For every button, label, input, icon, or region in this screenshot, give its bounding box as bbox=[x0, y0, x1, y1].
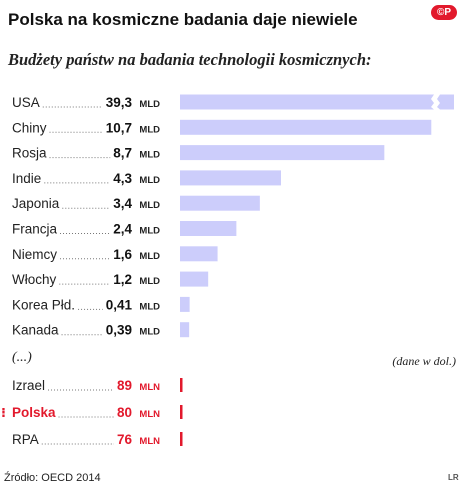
chart-subtitle: Budżety państw na badania technologii ko… bbox=[8, 50, 372, 69]
unit-label: MLD bbox=[139, 251, 160, 262]
author-tag: LR bbox=[448, 473, 459, 482]
value-label: 4,3 bbox=[113, 171, 132, 186]
bar bbox=[180, 432, 183, 446]
value-label: 0,41 bbox=[106, 297, 133, 312]
source-note: Źródło: OECD 2014 bbox=[4, 472, 101, 484]
category-label: Japonia bbox=[12, 196, 60, 211]
category-label: Korea Płd. bbox=[12, 297, 75, 312]
category-label: Niemcy bbox=[12, 247, 57, 262]
unit-label: MLN bbox=[139, 409, 160, 420]
value-label: 3,4 bbox=[113, 196, 132, 211]
bar bbox=[180, 322, 190, 338]
unit-label: MLN bbox=[139, 436, 160, 447]
value-label: 39,3 bbox=[106, 95, 133, 110]
unit-label: MLD bbox=[139, 150, 160, 161]
value-label: 1,2 bbox=[113, 272, 132, 287]
chart-title: Polska na kosmiczne badania daje niewiel… bbox=[8, 10, 358, 29]
value-label: 10,7 bbox=[106, 120, 132, 135]
category-label: Izrael bbox=[12, 378, 45, 393]
unit-label: MLD bbox=[139, 276, 160, 287]
unit-label: MLD bbox=[139, 99, 160, 110]
bar bbox=[180, 405, 183, 419]
category-label: Francja bbox=[12, 222, 58, 237]
currency-note: (dane w dol.) bbox=[392, 354, 456, 368]
unit-label: MLD bbox=[139, 175, 160, 186]
bar bbox=[180, 296, 190, 312]
category-label: Chiny bbox=[12, 120, 47, 135]
axis-break-marker bbox=[431, 94, 440, 110]
bar bbox=[180, 271, 209, 287]
category-label: Rosja bbox=[12, 146, 47, 161]
category-label: USA bbox=[12, 95, 40, 110]
highlight-arrow-icon: ⁝ bbox=[1, 406, 6, 421]
value-label: 8,7 bbox=[113, 146, 132, 161]
category-label: RPA bbox=[12, 432, 39, 447]
bar bbox=[180, 145, 385, 161]
unit-label: MLD bbox=[139, 327, 160, 338]
bar bbox=[180, 94, 454, 110]
category-label: Polska bbox=[12, 405, 56, 420]
unit-label: MLD bbox=[139, 200, 160, 211]
value-label: 76 bbox=[117, 432, 133, 447]
category-label: Włochy bbox=[12, 272, 57, 287]
budget-bar-chart: USA MLD 39,3 Chiny MLD 10,7 Rosja MLD 8,7 Indie ML… bbox=[1, 94, 454, 447]
bar bbox=[180, 221, 237, 236]
category-label: Kanada bbox=[12, 323, 59, 338]
bar bbox=[180, 246, 218, 262]
value-label: 0,39 bbox=[106, 323, 132, 338]
gap-marker: (...) bbox=[12, 350, 32, 365]
publisher-logo: ©P bbox=[431, 5, 457, 20]
bar bbox=[180, 119, 432, 135]
unit-label: MLD bbox=[139, 301, 160, 312]
value-label: 2,4 bbox=[113, 222, 132, 237]
unit-label: MLN bbox=[139, 382, 160, 393]
unit-label: MLD bbox=[139, 124, 160, 135]
category-label: Indie bbox=[12, 171, 41, 186]
bar bbox=[180, 195, 260, 211]
bar bbox=[180, 378, 183, 392]
unit-label: MLD bbox=[139, 226, 160, 237]
value-label: 80 bbox=[117, 405, 132, 420]
value-label: 89 bbox=[117, 378, 132, 393]
value-label: 1,6 bbox=[113, 247, 132, 262]
bar bbox=[180, 170, 281, 186]
